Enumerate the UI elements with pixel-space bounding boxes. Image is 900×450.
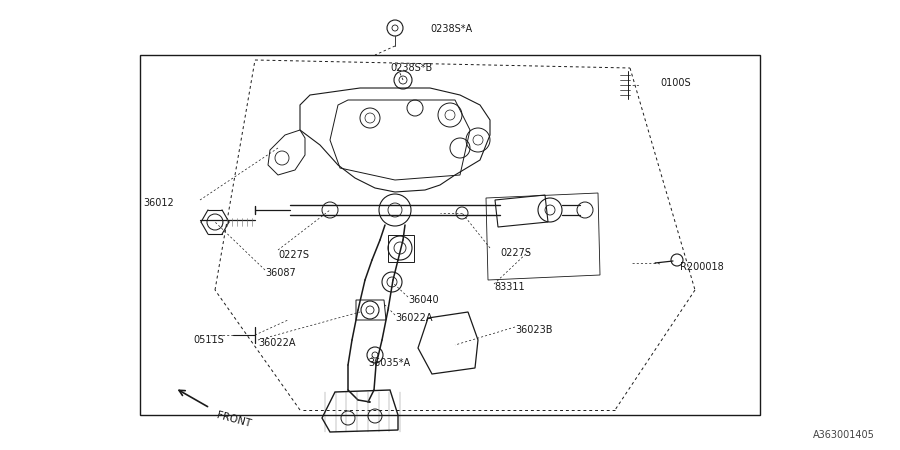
- Text: 0227S: 0227S: [278, 250, 309, 260]
- Text: 0238S*B: 0238S*B: [390, 63, 432, 73]
- Text: 83311: 83311: [494, 282, 525, 292]
- Text: 36022A: 36022A: [395, 313, 433, 323]
- Text: 36023B: 36023B: [515, 325, 553, 335]
- Text: 0227S: 0227S: [500, 248, 531, 258]
- Text: 36012: 36012: [143, 198, 174, 208]
- Text: 0511S: 0511S: [193, 335, 224, 345]
- Text: 36022A: 36022A: [258, 338, 295, 348]
- Text: 0100S: 0100S: [660, 78, 690, 88]
- Text: 36040: 36040: [408, 295, 438, 305]
- Text: 36035*A: 36035*A: [368, 358, 410, 368]
- Text: 36087: 36087: [265, 268, 296, 278]
- Text: 0238S*A: 0238S*A: [430, 24, 472, 34]
- Text: R200018: R200018: [680, 262, 724, 272]
- Text: A363001405: A363001405: [813, 430, 875, 440]
- Text: FRONT: FRONT: [215, 410, 252, 429]
